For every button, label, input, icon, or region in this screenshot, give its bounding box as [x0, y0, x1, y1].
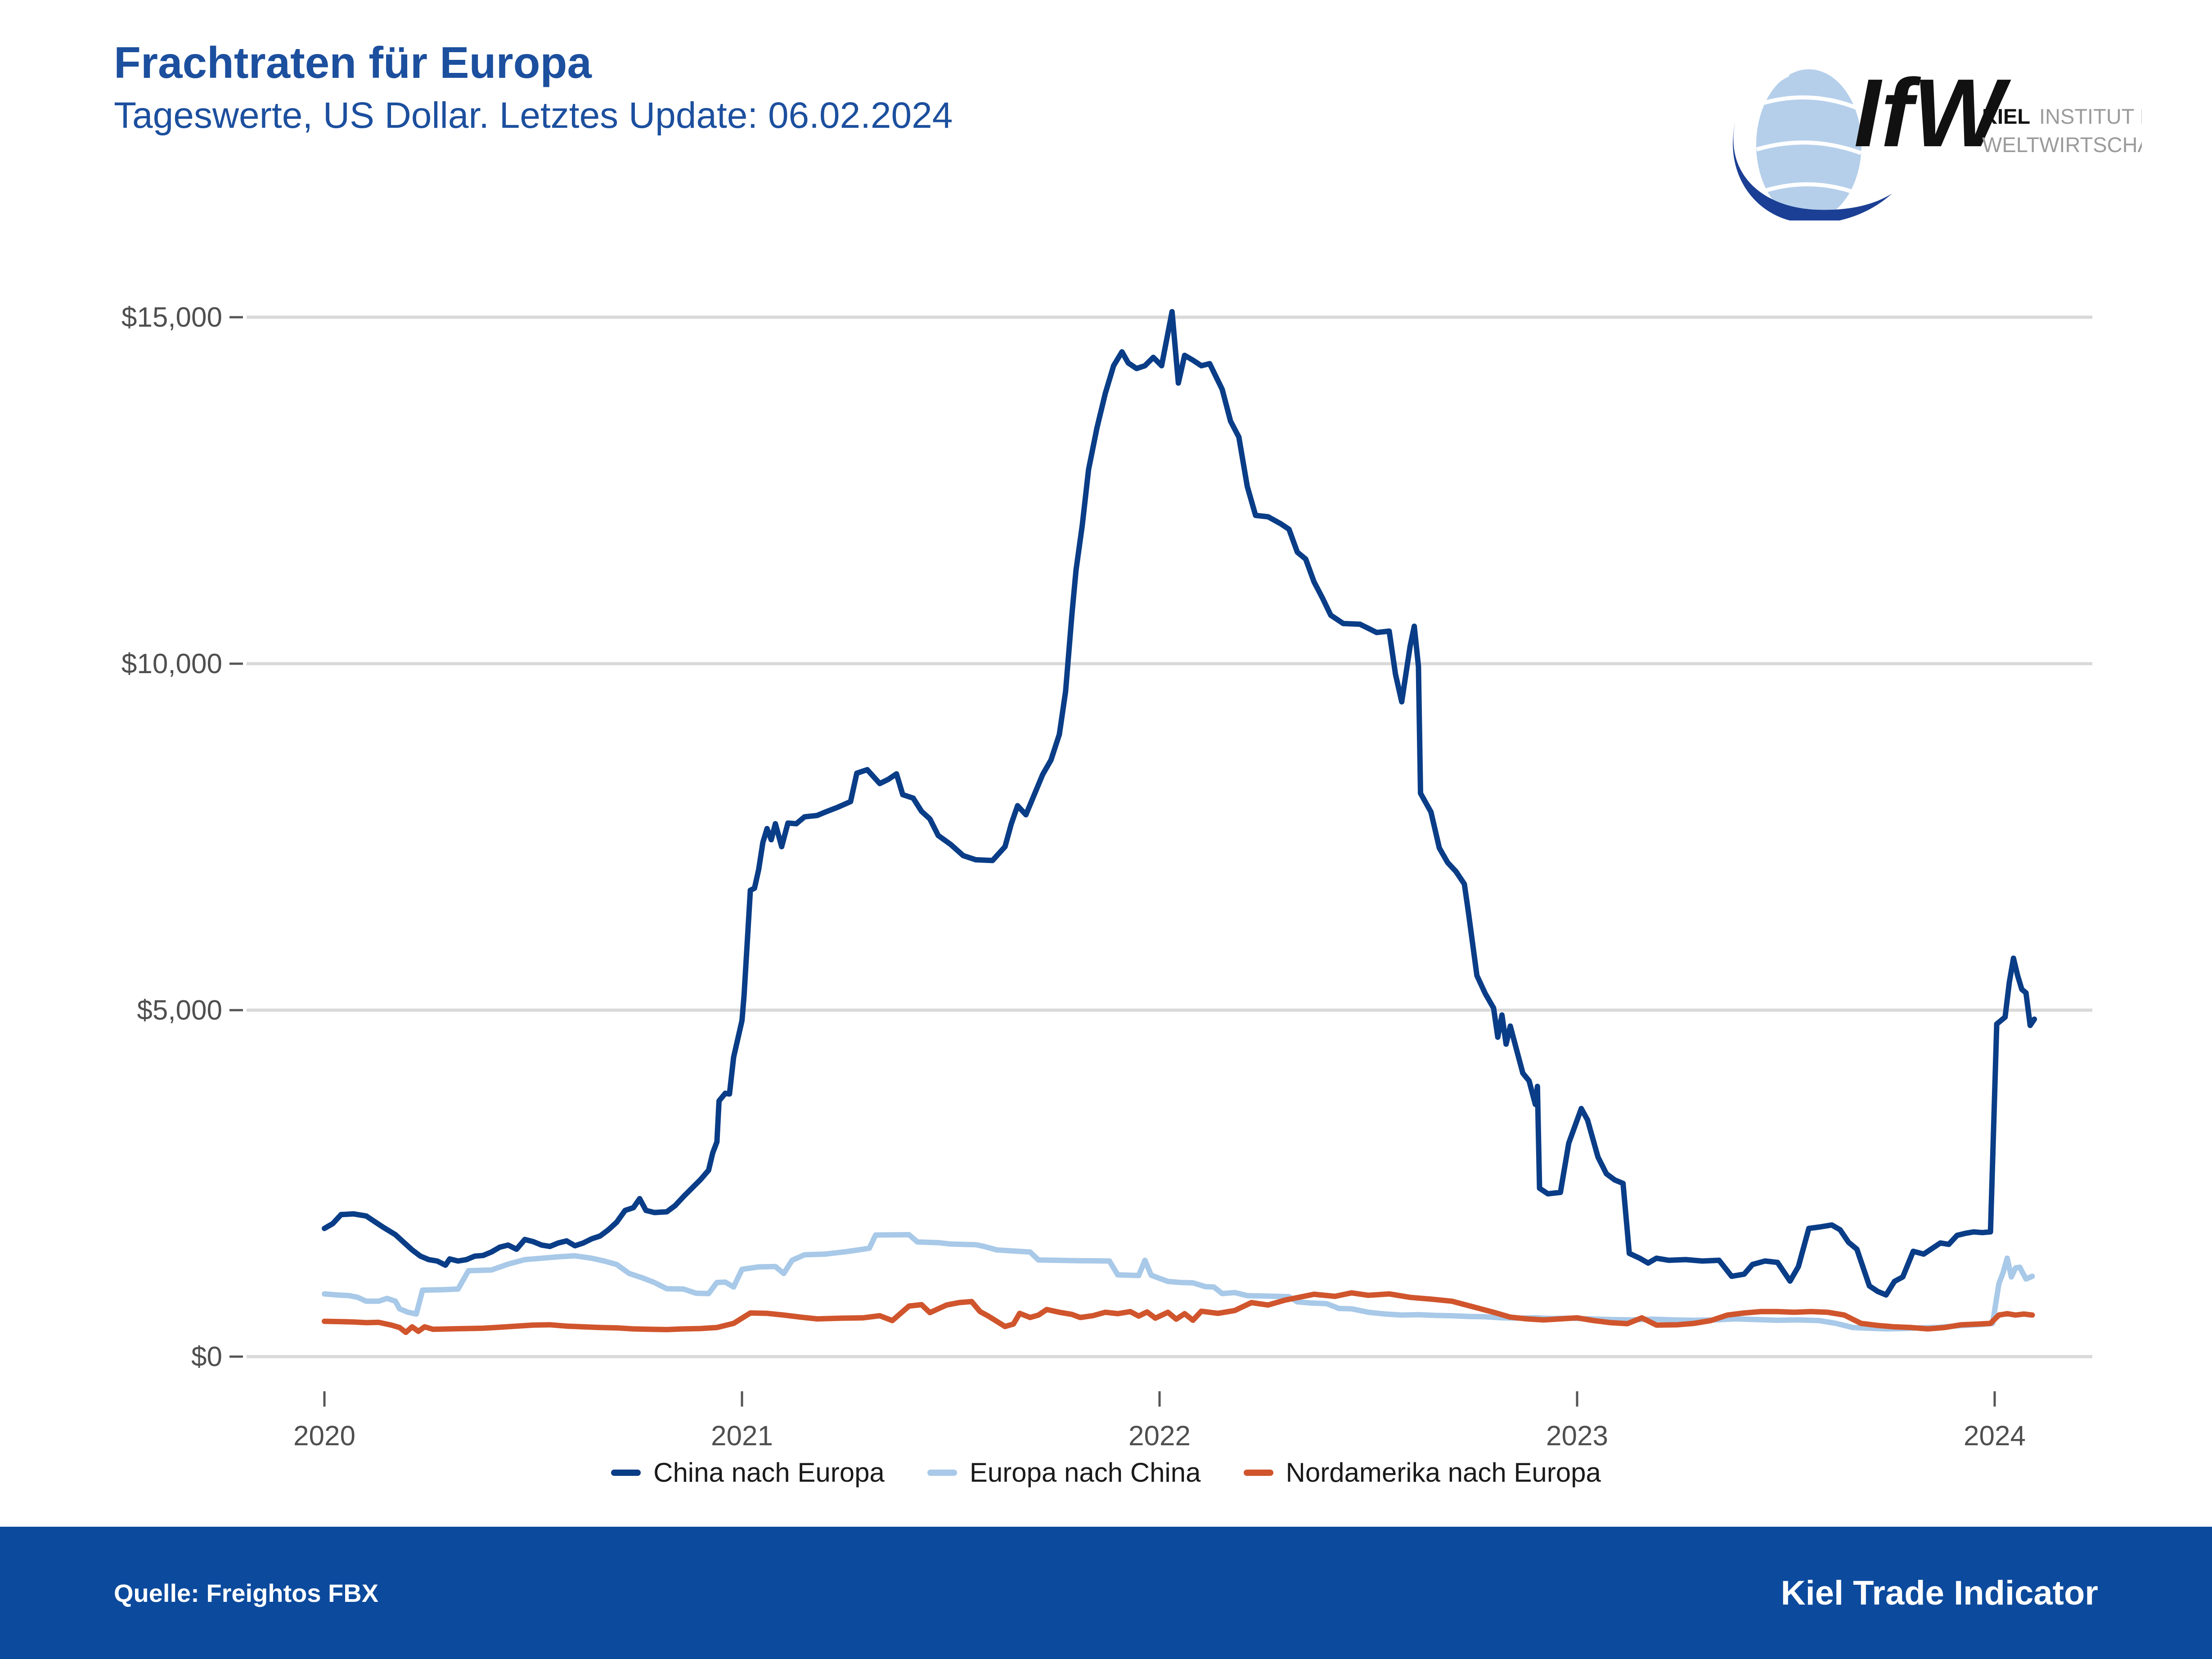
legend-label: Europa nach China — [969, 1457, 1201, 1488]
page-title: Frachtraten für Europa — [114, 38, 592, 87]
y-axis-label: $5,000 — [137, 995, 222, 1026]
series-line-0 — [322, 309, 2037, 1298]
logo-ifw-text: IfW — [1854, 58, 2011, 167]
page-subtitle: Tageswerte, US Dollar. Letztes Update: 0… — [114, 94, 953, 136]
y-axis-label: $15,000 — [121, 302, 222, 333]
chart-legend: China nach Europa Europa nach China Nordam… — [0, 1457, 2212, 1488]
logo-wordmark: KIEL INSTITUT FÜR WELTWIRTSCHAFT — [1982, 104, 2142, 157]
x-axis-label: 2023 — [1546, 1421, 1608, 1452]
footer-source: Quelle: Freightos FBX — [114, 1578, 379, 1607]
ifw-kiel-logo: IfW KIEL INSTITUT FÜR WELTWIRTSCHAFT — [1733, 58, 2142, 220]
legend-item-2: Nordamerika nach Europa — [1243, 1457, 1601, 1488]
x-axis-label: 2021 — [711, 1421, 773, 1452]
series-line-1 — [322, 1232, 2035, 1332]
footer-bar: Quelle: Freightos FBX Kiel Trade Indicat… — [0, 1527, 2212, 1659]
legend-label: Nordamerika nach Europa — [1286, 1457, 1601, 1488]
legend-dash-icon — [927, 1469, 957, 1476]
legend-dash-icon — [611, 1469, 641, 1476]
footer-brand: Kiel Trade Indicator — [1780, 1574, 2098, 1612]
legend-dash-icon — [1243, 1469, 1273, 1476]
y-axis-label: $10,000 — [121, 648, 222, 679]
y-axis-label: $0 — [191, 1341, 222, 1372]
logo-line2: WELTWIRTSCHAFT — [1982, 133, 2142, 157]
x-axis-label: 2024 — [1964, 1421, 2026, 1452]
globe-icon — [1733, 69, 1892, 220]
x-axis-label: 2022 — [1128, 1421, 1191, 1452]
legend-label: China nach Europa — [653, 1457, 885, 1488]
legend-item-1: Europa nach China — [927, 1457, 1201, 1488]
x-axis-label: 2020 — [293, 1421, 355, 1452]
legend-item-0: China nach Europa — [611, 1457, 885, 1488]
header: Frachtraten für Europa Tageswerte, US Do… — [114, 38, 953, 137]
series-line-2 — [322, 1290, 2035, 1335]
logo-line1: INSTITUT FÜR — [2039, 104, 2142, 128]
logo-kiel: KIEL — [1982, 104, 2030, 128]
